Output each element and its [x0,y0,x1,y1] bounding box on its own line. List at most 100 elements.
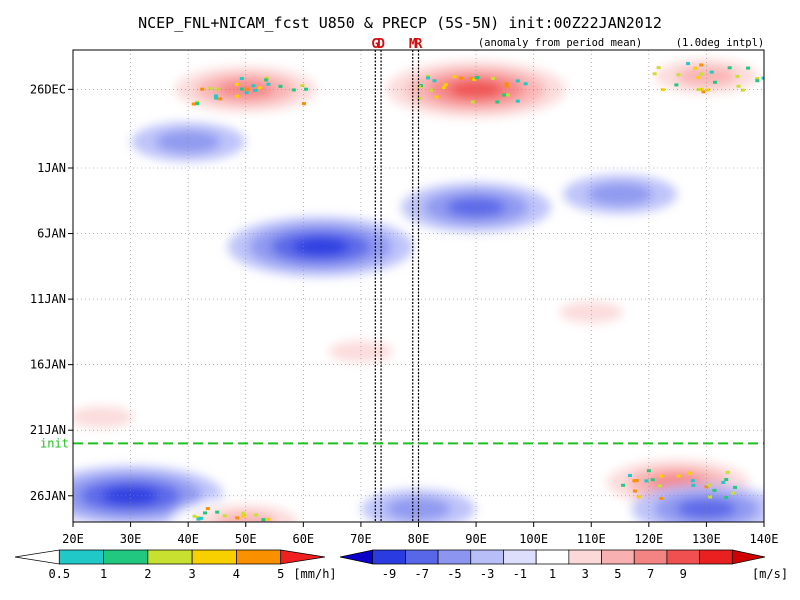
precip-speck [278,84,283,88]
x-tick-label: 80E [408,532,430,546]
u850-colorbar-swatch [503,549,537,565]
precip-speck [686,62,691,66]
precip-speck [706,483,711,487]
u850-colorbar-label: 9 [680,567,687,581]
chart-title: NCEP_FNL+NICAM_fcst U850 & PRECP (5S-5N)… [138,14,662,32]
precip-speck [515,79,520,83]
precip-colorbar-swatch [103,549,149,565]
precip-speck [429,88,434,92]
precip-speck [200,87,205,91]
x-tick-label: 140E [750,532,779,546]
precip-speck [244,91,249,95]
precip-speck [470,100,475,104]
precip-speck [708,495,713,499]
precip-speck [459,76,464,80]
precip-speck [502,93,507,97]
precip-speck [223,525,227,528]
u850-colorbar-label: 1 [549,567,556,581]
precip-speck [709,70,714,74]
x-tick-label: 120E [634,532,663,546]
u850-colorbar-label: 5 [614,567,621,581]
precip-speck [523,82,528,86]
y-tick-label: 16JAN [30,358,66,372]
u850-colorbar-label: 3 [582,567,589,581]
precip-speck [659,474,664,478]
precip-speck [632,479,637,483]
precip-speck [434,95,439,99]
u850-colorbar-swatch [568,549,602,565]
precip-unit: [mm/h] [293,567,336,581]
precip-speck [213,94,218,98]
x-tick-label: 20E [62,532,84,546]
precip-speck [696,76,701,80]
u850-colorbar-label: -7 [415,567,429,581]
precip-speck [222,514,227,518]
precip-speck [235,82,240,86]
precip-colorbar-label: 0.5 [48,567,70,581]
u850-anomaly-blob [676,499,736,519]
u850-colorbar-label: -3 [480,567,494,581]
precip-speck [239,87,244,91]
precip-colorbar-swatch [14,549,60,565]
x-tick-label: 30E [120,532,142,546]
precip-speck [674,83,679,87]
precip-colorbar: 0.5 1 2 3 4 5 [mm/h] [14,549,337,581]
y-tick-label: 11JAN [30,292,66,306]
precip-speck [300,84,305,88]
u850-colorbar-swatch [731,549,766,565]
precip-speck [727,66,732,70]
precip-speck [657,484,662,488]
u850-unit: [m/s] [752,567,788,581]
precip-speck [208,86,213,90]
precip-speck [266,536,270,539]
precip-speck [696,88,701,92]
precip-speck [746,66,751,70]
precip-speck [712,488,717,492]
u850-colorbar-label: 7 [647,567,654,581]
precip-speck [691,483,696,487]
precip-colorbar-label: 2 [144,567,151,581]
x-tick-label: 110E [577,532,606,546]
precip-speck [755,77,760,81]
u850-colorbar-swatch [535,549,570,565]
precip-speck [701,90,706,94]
precip-speck [235,94,240,98]
precip-speck [205,507,210,511]
x-tick-label: 90E [465,532,487,546]
precip-colorbar-label: 3 [189,567,196,581]
precip-speck [761,76,764,80]
u850-anomaly-blob [676,66,736,87]
precip-speck [676,474,681,478]
plot-area [73,50,764,539]
precip-speck [301,102,306,106]
precip-speck [644,479,649,483]
precip-speck [218,97,223,101]
precip-speck [216,525,220,528]
y-tick-label: 26JAN [30,489,66,503]
precip-speck [268,528,272,531]
u850-colorbar: -9 -7 -5 -3 -1 1 3 5 7 9 [m/s] [339,549,788,581]
precip-colorbar-swatch [236,549,282,565]
u850-anomaly-blob [73,405,134,429]
u850-anomaly-blob [102,486,159,505]
precip-speck [203,511,208,515]
u850-anomaly-blob [155,130,221,153]
marker-label: D [377,37,385,52]
u850-colorbar-swatch [470,549,504,565]
precip-speck [721,480,726,484]
precip-speck [199,516,204,520]
precip-speck [713,80,718,84]
precip-speck [735,74,740,78]
precip-colorbar-label: 4 [233,567,240,581]
u850-anomaly-blob [559,301,624,324]
precip-speck [291,88,296,92]
precip-speck [245,87,250,91]
precip-speck [266,517,271,521]
u850-colorbar-swatch [437,549,472,565]
precip-speck [687,471,692,475]
y-tick-label: 21JAN [30,423,66,437]
precip-speck [632,489,637,493]
precip-colorbar-swatch [280,549,326,565]
u850-colorbar-label: -1 [513,567,527,581]
precip-speck [699,63,704,67]
